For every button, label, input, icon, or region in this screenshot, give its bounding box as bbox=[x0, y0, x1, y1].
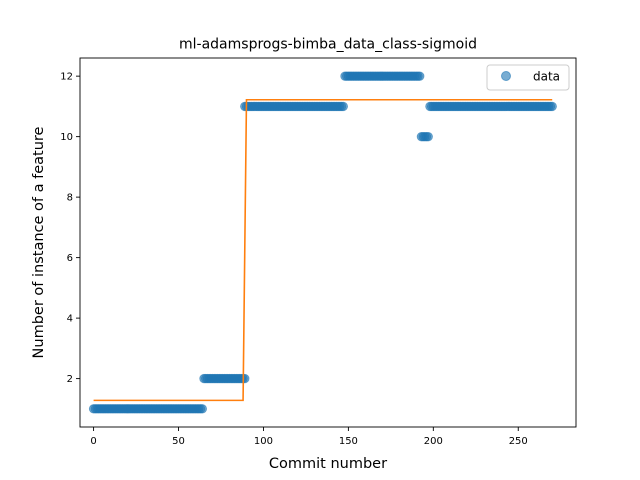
axes-frame bbox=[79, 57, 577, 428]
y-tick-label: 4 bbox=[67, 314, 73, 325]
y-tick-label: 6 bbox=[67, 253, 73, 264]
y-axis-label: Number of instance of a feature bbox=[31, 126, 47, 358]
y-axis-ticks: 2 4 6 8 10 12 bbox=[60, 72, 80, 385]
data-point bbox=[423, 131, 433, 142]
chart-title: ml-adamsprogs-bimba_data_class-sigmoid bbox=[179, 37, 477, 53]
legend-label-data: data bbox=[533, 70, 560, 84]
x-tick-label: 250 bbox=[509, 436, 528, 447]
fit-layer bbox=[93, 98, 553, 402]
data-point bbox=[415, 71, 425, 81]
x-axis-label: Commit number bbox=[269, 456, 387, 472]
data-point bbox=[547, 101, 557, 112]
y-tick-label: 8 bbox=[67, 193, 73, 204]
x-tick-label: 200 bbox=[424, 436, 443, 447]
data-point bbox=[197, 404, 208, 414]
plot-area bbox=[80, 58, 576, 427]
x-tick-label: 0 bbox=[90, 436, 96, 447]
axes-background bbox=[80, 58, 576, 427]
fit-line bbox=[93, 98, 553, 402]
legend-marker-data bbox=[501, 71, 511, 81]
data-point bbox=[240, 373, 250, 384]
x-axis-ticks: 0 50 100 150 200 250 bbox=[90, 427, 528, 447]
x-tick-label: 50 bbox=[172, 436, 185, 447]
x-tick-label: 150 bbox=[339, 436, 358, 447]
y-tick-label: 10 bbox=[60, 132, 73, 143]
y-tick-label: 2 bbox=[67, 374, 73, 385]
y-tick-label: 12 bbox=[60, 72, 73, 83]
data-marks bbox=[88, 71, 557, 414]
x-tick-label: 100 bbox=[254, 436, 273, 447]
legend: data bbox=[486, 64, 570, 91]
data-point bbox=[338, 101, 348, 112]
axes-spines bbox=[79, 57, 577, 428]
